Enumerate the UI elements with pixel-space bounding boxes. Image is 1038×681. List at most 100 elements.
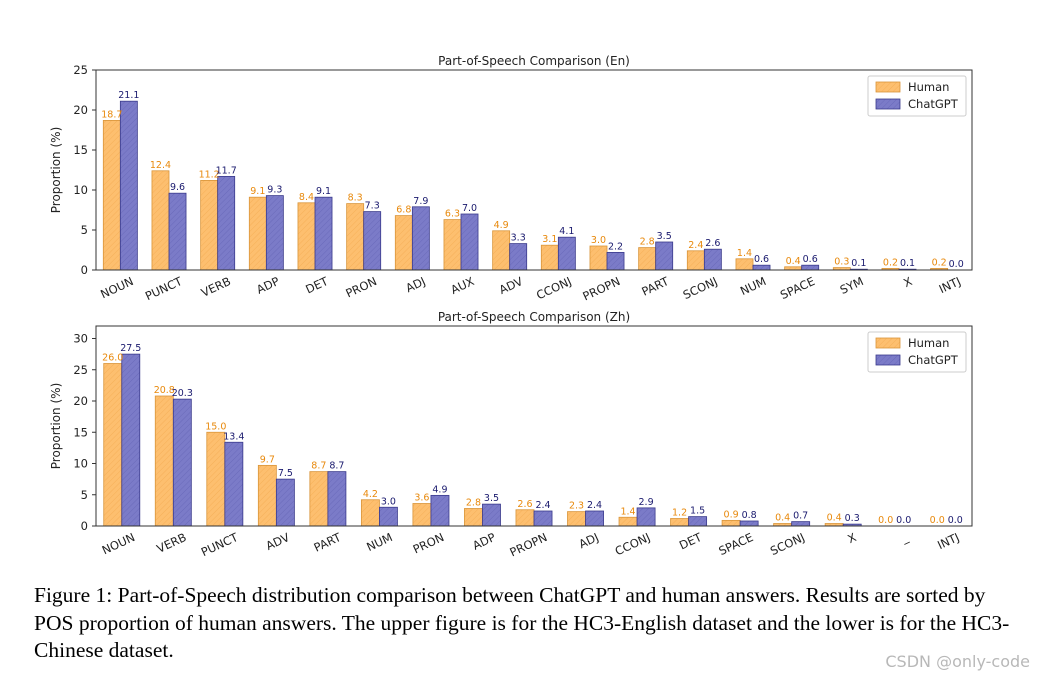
zh-label-chatgpt-verb: 20.3 bbox=[172, 388, 193, 399]
en-ytick-label: 5 bbox=[81, 223, 88, 237]
zh-label-chatgpt-intj: 0.0 bbox=[948, 515, 963, 526]
en-bar-human-verb bbox=[200, 179, 219, 271]
zh-title: Part-of-Speech Comparison (Zh) bbox=[438, 310, 630, 324]
zh-label-human-adj: 2.3 bbox=[569, 501, 584, 512]
zh-ytick-label: 30 bbox=[73, 332, 88, 346]
en-label-chatgpt-num: 0.6 bbox=[754, 254, 769, 265]
zh-label-human-verb: 20.8 bbox=[154, 385, 175, 396]
zh-label-human-intj: 0.0 bbox=[930, 515, 945, 526]
en-bar-human-aux bbox=[443, 219, 462, 271]
en-xtick-pron: PRON bbox=[343, 274, 378, 300]
en-legend-chatgpt: ChatGPT bbox=[908, 97, 959, 111]
zh-label-human-pron: 3.6 bbox=[414, 493, 429, 504]
en-label-chatgpt-aux: 7.0 bbox=[462, 203, 477, 214]
zh-bar-human-pron bbox=[412, 503, 432, 527]
en-label-human-adj: 6.8 bbox=[396, 205, 411, 216]
zh-bar-human-num bbox=[360, 499, 380, 527]
en-label-human-num: 1.4 bbox=[737, 248, 752, 259]
en-label-chatgpt-adj: 7.9 bbox=[413, 196, 428, 207]
zh-label-human-adv: 9.7 bbox=[260, 454, 275, 465]
en-bar-human-cconj bbox=[540, 244, 559, 271]
en-label-human-cconj: 3.1 bbox=[542, 234, 557, 245]
zh-label-chatgpt-num: 3.0 bbox=[381, 496, 396, 507]
en-xtick-cconj: CCONJ bbox=[534, 274, 574, 302]
en-bar-chatgpt-num bbox=[752, 264, 771, 271]
zh-bar-human-propn bbox=[515, 509, 535, 527]
zh-xtick-space: SPACE bbox=[716, 530, 755, 558]
zh-label-human-cconj: 1.4 bbox=[620, 506, 635, 517]
en-xtick-space: SPACE bbox=[778, 274, 817, 302]
zh-label-chatgpt-adj: 2.4 bbox=[587, 500, 602, 511]
zh-bar-human-punct bbox=[206, 431, 226, 527]
en-xtick-aux: AUX bbox=[448, 274, 476, 297]
zh-label-chatgpt-det: 1.5 bbox=[690, 506, 705, 517]
en-label-chatgpt-noun: 21.1 bbox=[118, 90, 139, 101]
zh-label-chatgpt-adv: 7.5 bbox=[278, 468, 293, 479]
en-label-chatgpt-part: 3.5 bbox=[657, 231, 672, 242]
en-bar-human-adj bbox=[394, 215, 413, 271]
zh-label-human-adp: 2.8 bbox=[466, 498, 481, 509]
en-bar-chatgpt-verb bbox=[217, 175, 236, 271]
en-legend-swatch-human bbox=[875, 81, 901, 93]
zh-label-chatgpt-_: 0.0 bbox=[896, 515, 911, 526]
zh-bar-chatgpt-adj bbox=[585, 510, 604, 527]
en-label-human-space: 0.4 bbox=[786, 256, 801, 267]
zh-label-chatgpt-pron: 4.9 bbox=[432, 484, 447, 495]
en-ytick-label: 15 bbox=[73, 143, 88, 157]
en-label-human-noun: 18.7 bbox=[101, 109, 122, 120]
figure-caption: Figure 1: Part-of-Speech distribution co… bbox=[34, 583, 1010, 662]
chart-english: Part-of-Speech Comparison (En) 0 5 10 15 20 25… bbox=[49, 54, 973, 304]
zh-bar-human-space bbox=[721, 519, 741, 527]
en-xtick-punct: PUNCT bbox=[143, 274, 185, 304]
en-bar-human-adv bbox=[492, 230, 511, 271]
zh-bar-chatgpt-noun bbox=[121, 353, 141, 527]
zh-label-human-propn: 2.6 bbox=[517, 499, 532, 510]
zh-xtick-x: X bbox=[845, 530, 858, 546]
zh-xtick-adv: ADV bbox=[264, 530, 292, 553]
zh-bar-chatgpt-sconj bbox=[791, 521, 811, 527]
en-bar-chatgpt-propn bbox=[606, 251, 625, 271]
zh-bar-chatgpt-cconj bbox=[636, 507, 656, 527]
en-xtick-part: PART bbox=[639, 274, 671, 299]
en-bar-chatgpt-aux bbox=[460, 213, 479, 271]
zh-xtick-adj: ADJ bbox=[577, 530, 601, 551]
en-label-human-punct: 12.4 bbox=[150, 160, 171, 171]
zh-legend-swatch-human bbox=[875, 337, 901, 349]
zh-xtick-num: NUM bbox=[364, 530, 394, 554]
en-bar-human-num bbox=[735, 258, 754, 271]
en-bar-human-sconj bbox=[686, 250, 705, 271]
en-bar-human-noun bbox=[102, 120, 121, 271]
en-label-human-x: 0.2 bbox=[883, 257, 898, 268]
en-label-chatgpt-adv: 3.3 bbox=[511, 233, 526, 244]
en-bar-chatgpt-adj bbox=[411, 206, 430, 271]
en-bar-human-adp bbox=[248, 196, 267, 271]
zh-ylabel: Proportion (%) bbox=[49, 383, 63, 470]
zh-label-chatgpt-space: 0.8 bbox=[742, 510, 757, 521]
zh-bar-chatgpt-adv bbox=[275, 478, 295, 527]
zh-ytick-label: 25 bbox=[73, 363, 88, 377]
zh-bar-human-adp bbox=[464, 508, 483, 527]
en-bar-chatgpt-adp bbox=[265, 195, 284, 271]
zh-bar-human-verb bbox=[154, 395, 174, 527]
zh-ytick-label: 10 bbox=[73, 457, 88, 471]
watermark: CSDN @only-code bbox=[885, 652, 1030, 671]
zh-legend-human: Human bbox=[908, 336, 949, 350]
zh-bar-chatgpt-verb bbox=[172, 398, 192, 527]
en-xtick-intj: INTJ bbox=[937, 274, 963, 296]
en-label-human-sconj: 2.4 bbox=[688, 240, 703, 251]
en-ytick-label: 20 bbox=[73, 103, 88, 117]
en-label-chatgpt-sym: 0.1 bbox=[851, 258, 866, 269]
zh-label-human-noun: 26.0 bbox=[102, 353, 123, 364]
en-bar-human-det bbox=[297, 202, 316, 271]
en-label-human-verb: 11.2 bbox=[199, 169, 220, 180]
en-label-chatgpt-punct: 9.6 bbox=[170, 182, 185, 193]
en-label-human-propn: 3.0 bbox=[591, 235, 606, 246]
zh-xtick-pron: PRON bbox=[411, 530, 446, 556]
en-title: Part-of-Speech Comparison (En) bbox=[438, 54, 630, 68]
zh-ytick-label: 5 bbox=[81, 488, 88, 502]
en-xtick-noun: NOUN bbox=[98, 274, 135, 301]
zh-xtick-adp: ADP bbox=[470, 530, 497, 553]
en-xtick-propn: PROPN bbox=[581, 274, 623, 303]
zh-xtick-noun: NOUN bbox=[100, 530, 137, 557]
zh-bar-chatgpt-adp bbox=[482, 503, 501, 527]
